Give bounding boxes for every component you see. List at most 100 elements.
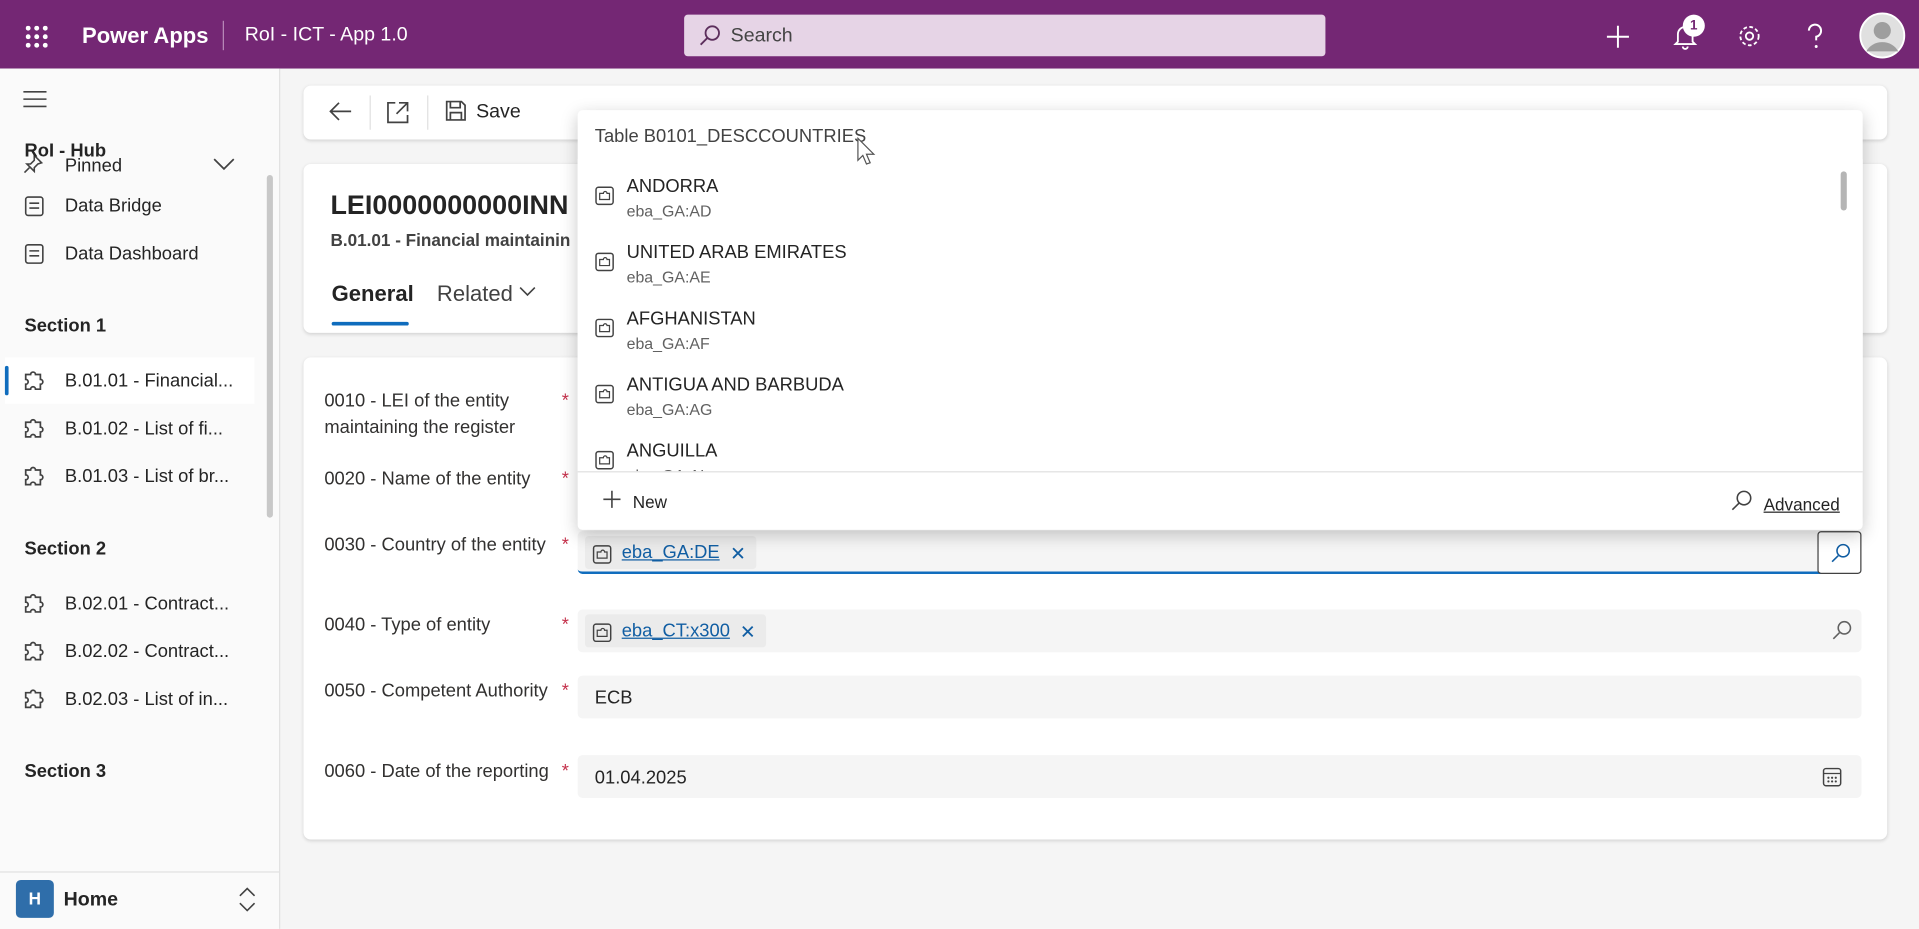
- option-name: UNITED ARAB EMIRATES: [626, 242, 847, 264]
- advanced-label: Advanced: [1763, 494, 1840, 515]
- nav-icon: [24, 243, 44, 264]
- field-label: 0050 - Competent Authority: [324, 680, 548, 702]
- lookup-tag[interactable]: eba_CT:x300: [585, 614, 767, 648]
- notification-badge: 1: [1682, 14, 1705, 37]
- search-box[interactable]: Search: [684, 14, 1326, 57]
- app-header: Power Apps RoI - ICT - App 1.0 Search 1: [0, 0, 1919, 69]
- record-icon: [595, 252, 614, 272]
- divider: [427, 95, 429, 130]
- open-new-window[interactable]: [387, 101, 409, 124]
- record-icon: [595, 186, 614, 206]
- field-label: 0060 - Date of the reporting: [324, 761, 549, 783]
- field-label: 0010 - LEI of the entity maintaining the…: [324, 390, 516, 439]
- nav-item-label: B.02.01 - Contract...: [64, 593, 230, 615]
- list-scrollbar: [1840, 171, 1847, 211]
- divider: [222, 20, 224, 51]
- lookup-option[interactable]: ANTIGUA AND BARBUDA eba_GA:AG: [578, 374, 1839, 440]
- nav-item-label: B.02.03 - List of in...: [64, 689, 229, 710]
- tab-indicator: [331, 321, 409, 326]
- lookup-option[interactable]: ANDORRA eba_GA:AD: [578, 176, 1839, 242]
- field-label: 0040 - Type of entity: [324, 614, 491, 636]
- tab-general[interactable]: General: [331, 281, 414, 306]
- calendar-button[interactable]: [1822, 767, 1842, 787]
- lookup-value: eba_GA:DE: [621, 542, 720, 563]
- required-marker: *: [561, 390, 569, 412]
- entity-icon: [24, 593, 44, 613]
- nav-item[interactable]: B.01.02 - List of fi...: [5, 405, 255, 452]
- nav-group-title: Section 1: [24, 315, 107, 337]
- tab-related[interactable]: Related: [436, 281, 513, 306]
- lookup-search[interactable]: [1820, 609, 1862, 652]
- profile-avatar[interactable]: [1859, 12, 1906, 59]
- nav-item[interactable]: B.01.01 - Financial...: [4, 357, 255, 404]
- app-launcher[interactable]: [25, 25, 48, 48]
- nav-item-label: B.01.01 - Financial...: [64, 370, 234, 392]
- record-icon: [595, 450, 614, 470]
- option-code: eba_GA:AF: [626, 334, 710, 353]
- option-name: ANDORRA: [626, 176, 719, 198]
- option-name: ANTIGUA AND BARBUDA: [626, 374, 844, 396]
- new-record-button[interactable]: New: [600, 487, 686, 516]
- field-label: 0030 - Country of the entity: [324, 534, 546, 556]
- lookup-option[interactable]: ANGUILLA eba_GA:AI: [578, 440, 1839, 471]
- entity-icon: [24, 371, 44, 391]
- help-button[interactable]: [1804, 23, 1826, 50]
- plus-icon: [603, 490, 621, 508]
- nav-item[interactable]: B.02.02 - Contract...: [5, 628, 255, 675]
- nav-item-label: B.01.03 - List of br...: [64, 466, 230, 488]
- remove-tag[interactable]: [742, 625, 754, 638]
- field-input[interactable]: eba_CT:x300: [577, 609, 1862, 653]
- lookup-search[interactable]: [1817, 531, 1862, 574]
- required-marker: *: [561, 614, 569, 636]
- field-input[interactable]: eba_GA:DE: [577, 531, 1862, 574]
- new-label: New: [632, 491, 668, 512]
- pinned-row[interactable]: Pinned: [5, 142, 255, 189]
- remove-tag[interactable]: [732, 547, 744, 559]
- nav-group-title: Section 3: [24, 761, 107, 783]
- field-input[interactable]: 01.04.2025: [577, 755, 1862, 798]
- nav-item-label: Data Dashboard: [64, 243, 199, 265]
- entity-icon: [24, 641, 44, 661]
- nav-item[interactable]: Data Bridge: [5, 182, 255, 229]
- mouse-cursor: [857, 137, 876, 165]
- lookup-value: eba_CT:x300: [621, 620, 730, 642]
- field-input[interactable]: ECB: [577, 675, 1862, 719]
- settings-button[interactable]: [1737, 23, 1763, 49]
- new-button[interactable]: [1606, 24, 1630, 48]
- back-button[interactable]: [329, 102, 352, 122]
- site-map: Pinned H Home RoI - Hub Data Bridge Data D…: [0, 68, 281, 929]
- chevron: [213, 158, 235, 171]
- nav-item-label: Data Bridge: [64, 195, 162, 217]
- collapse-nav[interactable]: [23, 90, 47, 108]
- required-marker: *: [561, 468, 569, 490]
- nav-group-title: Section 2: [24, 538, 107, 560]
- record-icon: [592, 623, 612, 643]
- required-marker: *: [561, 534, 569, 556]
- pin-icon: [23, 153, 44, 174]
- lookup-tag[interactable]: eba_GA:DE: [585, 536, 757, 570]
- divider: [369, 95, 371, 130]
- app-title[interactable]: RoI - ICT - App 1.0: [244, 24, 408, 46]
- lookup-option[interactable]: AFGHANISTAN eba_GA:AF: [578, 308, 1839, 374]
- record-title: LEI0000000000INN: [330, 189, 569, 221]
- nav-item-label: B.02.02 - Contract...: [64, 641, 230, 663]
- lookup-dropdown: Table B0101_DESCCOUNTRIES ANDORRA eba_GA:…: [577, 110, 1863, 530]
- save-button[interactable]: Save: [443, 86, 524, 140]
- nav-item[interactable]: B.02.01 - Contract...: [5, 580, 255, 627]
- option-name: ANGUILLA: [626, 440, 718, 462]
- nav-group-title: RoI - Hub: [24, 140, 107, 162]
- lookup-option[interactable]: UNITED ARAB EMIRATES eba_GA:AE: [578, 242, 1839, 308]
- nav-item[interactable]: Data Dashboard: [5, 230, 255, 277]
- record-icon: [595, 384, 614, 404]
- option-code: eba_GA:AI: [627, 466, 705, 471]
- search-icon: [700, 25, 720, 46]
- advanced-lookup-button[interactable]: Advanced: [1731, 487, 1847, 516]
- app-name[interactable]: Power Apps: [81, 23, 209, 48]
- area-switcher[interactable]: H Home: [0, 871, 280, 929]
- nav-item[interactable]: B.02.03 - List of in...: [5, 676, 255, 723]
- nav-scrollbar: [266, 175, 273, 518]
- nav-item-label: B.01.02 - List of fi...: [64, 418, 224, 440]
- nav-item[interactable]: B.01.03 - List of br...: [5, 453, 255, 500]
- dropdown-title: Table B0101_DESCCOUNTRIES: [594, 126, 867, 147]
